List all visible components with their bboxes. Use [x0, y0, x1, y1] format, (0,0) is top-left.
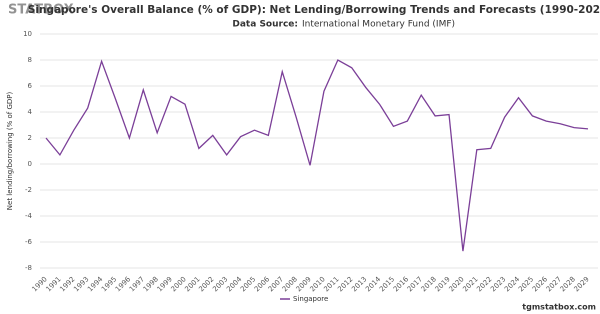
- data-line: [45, 59, 589, 252]
- x-tick-label: 2029: [573, 275, 591, 293]
- chart-title: Singapore's Overall Balance (% of GDP): …: [28, 4, 600, 16]
- y-tick-label: 6: [28, 82, 33, 90]
- y-tick-label: 10: [23, 30, 32, 38]
- y-axis-label: Net lending/borrowing (% of GDP): [6, 92, 14, 211]
- y-tick-label: -8: [25, 264, 32, 272]
- subtitle: International Monetary Fund (IMF): [302, 20, 455, 30]
- y-tick-label: -2: [25, 186, 32, 194]
- watermark: tgmstatbox.com: [522, 303, 596, 312]
- logo: STATBOX: [8, 3, 74, 18]
- subtitle-label: Data Source:: [232, 20, 298, 30]
- y-tick-label: -6: [25, 238, 33, 246]
- legend-label: Singapore: [293, 295, 328, 303]
- y-tick-label: 2: [28, 134, 32, 142]
- y-tick-label: 0: [28, 160, 32, 168]
- y-tick-label: 8: [28, 56, 32, 64]
- y-tick-label: 4: [28, 108, 33, 116]
- y-tick-label: -4: [25, 212, 33, 220]
